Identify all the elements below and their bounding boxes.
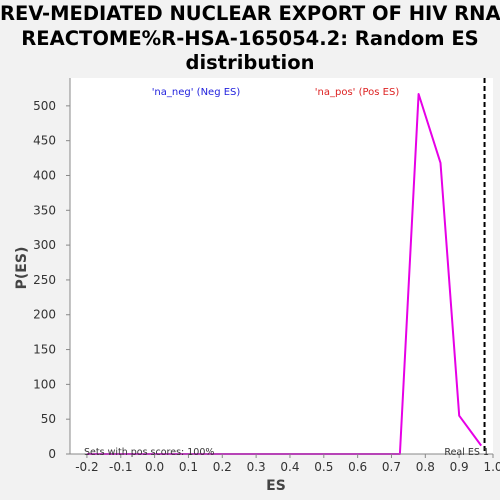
x-tick-label: 0.0 [145, 460, 164, 474]
y-tick-label: 0 [48, 447, 56, 461]
y-tick-label: 500 [33, 99, 56, 113]
legend-pos: 'na_pos' (Pos ES) [315, 87, 400, 98]
y-axis-label: P(ES) [14, 247, 30, 290]
y-tick-label: 50 [41, 412, 56, 426]
x-tick-label: 0.6 [348, 460, 367, 474]
y-tick-label: 200 [33, 308, 56, 322]
legend-neg: 'na_neg' (Neg ES) [152, 87, 241, 98]
plot-area [70, 78, 493, 454]
real-es-label: Real ES 1 [444, 447, 489, 458]
chart-title-line-1: REV-MEDIATED NUCLEAR EXPORT OF HIV RNA% [0, 2, 500, 25]
x-tick-label: 0.5 [314, 460, 333, 474]
y-tick-label: 250 [33, 273, 56, 287]
x-tick-label: 0.8 [416, 460, 435, 474]
chart-title-line-2: REACTOME%R-HSA-165054.2: Random ES [21, 26, 479, 50]
x-tick-label: 0.1 [179, 460, 198, 474]
pos-scores-annotation: Sets with pos scores: 100% [84, 447, 214, 458]
y-tick-label: 350 [33, 203, 56, 217]
x-tick-label: 0.9 [450, 460, 469, 474]
x-tick-label: 0.3 [247, 460, 266, 474]
x-tick-label: 1.0 [483, 460, 500, 474]
y-tick-label: 100 [33, 377, 56, 391]
x-axis-label: ES [266, 478, 286, 494]
x-ticks: -0.2 -0.1 0.0 0.1 0.2 0.3 0.4 0.5 0.6 0.7 0.8 0.9 1.… [75, 454, 500, 474]
x-tick-label: 0.2 [213, 460, 232, 474]
y-tick-label: 450 [33, 134, 56, 148]
x-tick-label: 0.7 [382, 460, 401, 474]
y-tick-label: 400 [33, 168, 56, 182]
x-tick-label: -0.1 [109, 460, 132, 474]
y-ticks: 0 50 100 150 200 250 300 350 400 450 500 [33, 99, 70, 461]
chart-title: REV-MEDIATED NUCLEAR EXPORT OF HIV RNA% … [0, 2, 500, 76]
y-tick-label: 300 [33, 238, 56, 252]
x-tick-label: 0.4 [280, 460, 299, 474]
x-tick-label: -0.2 [75, 460, 98, 474]
chart-title-line-3: distribution [185, 51, 315, 74]
y-tick-label: 150 [33, 343, 56, 357]
